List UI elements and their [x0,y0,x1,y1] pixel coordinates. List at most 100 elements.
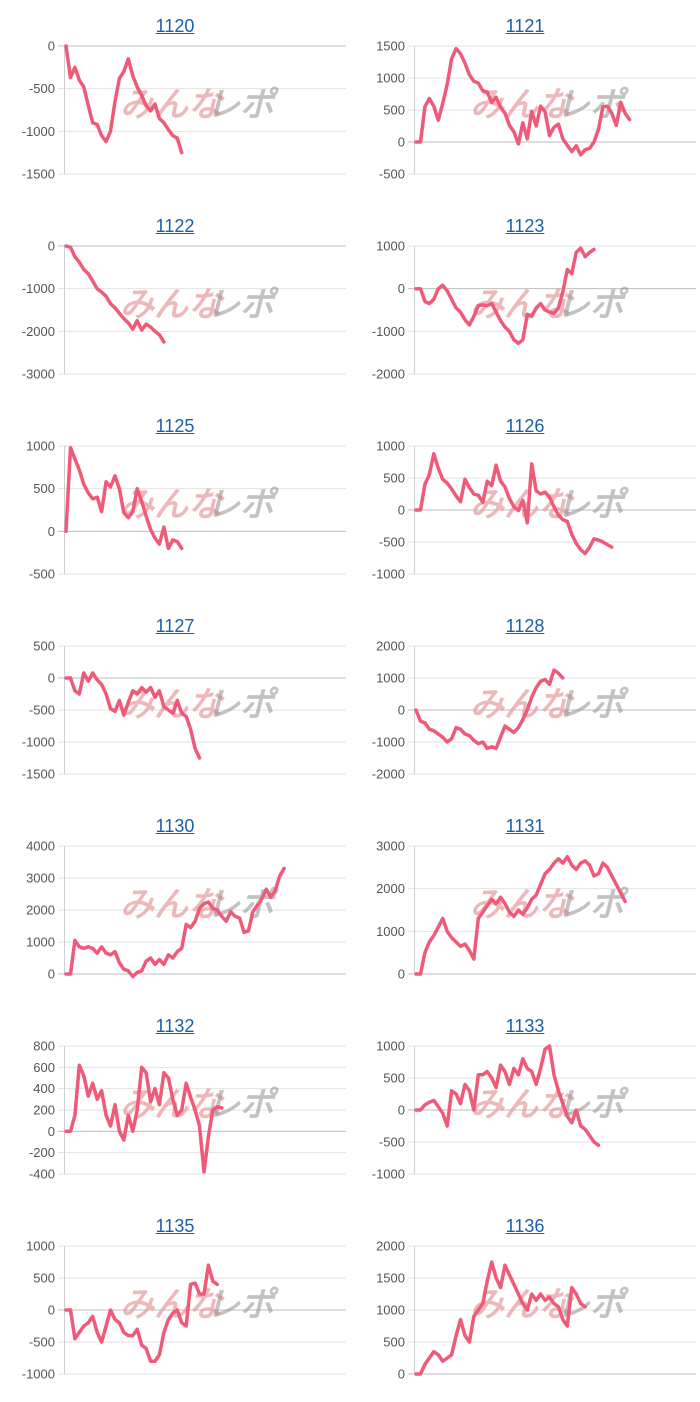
series-line [64,44,184,155]
series-line [64,445,184,551]
chart-panel: 1122 0 -1000 -2000 -3000 みんな レポ [0,202,350,402]
y-tick-label: 3000 [26,871,55,886]
chart-panel: 1120 0 -500 -1000 -1500 みんな レポ [0,2,350,202]
y-tick-label: 0 [48,1124,55,1139]
chart-panel: 1128 2000 1000 0 -1000 -2000 みんな レポ [350,602,700,802]
y-tick-label: -200 [29,1145,55,1160]
y-tick-label: 500 [383,103,405,118]
y-tick-label: 500 [33,481,55,496]
y-tick-label: 1000 [376,924,405,939]
machine-number-link[interactable]: 1136 [505,1216,545,1236]
machine-number-link[interactable]: 1133 [505,1016,545,1036]
machine-number-link[interactable]: 1125 [155,416,195,436]
series-line [414,451,614,556]
y-tick-label: 4000 [26,839,55,854]
machine-number-link[interactable]: 1130 [155,816,195,836]
y-tick-label: 0 [48,524,55,539]
y-tick-label: -2000 [372,767,405,782]
watermark-text-right: レポ [206,685,279,725]
y-tick-label: 500 [383,1335,405,1350]
machine-number-link[interactable]: 1123 [505,216,545,236]
y-tick-label: 1000 [26,439,55,454]
series-line [414,246,596,346]
y-tick-label: 800 [33,1039,55,1054]
y-tick-label: 200 [33,1103,55,1118]
y-tick-label: 1000 [26,935,55,950]
y-tick-label: 1000 [376,439,405,454]
chart-panel: 1133 1000 500 0 -500 -1000 みんな レポ [350,1002,700,1202]
y-tick-label: -3000 [22,367,55,382]
y-tick-label: -1000 [22,1367,55,1382]
watermark-text-right: レポ [556,285,629,325]
chart-panel: 1132 800 600 400 200 0 -200 -400 みんな レポ [0,1002,350,1202]
machine-number-link[interactable]: 1131 [505,816,545,836]
y-tick-label: 2000 [26,903,55,918]
machine-number-link[interactable]: 1135 [155,1216,195,1236]
y-tick-label: 0 [398,135,405,150]
watermark-text-right: レポ [206,1285,279,1325]
series-line [414,1044,601,1147]
y-tick-label: 2000 [376,881,405,896]
y-tick-label: -1000 [22,735,55,750]
y-tick-label: 0 [398,703,405,718]
y-tick-label: -500 [379,1135,405,1150]
machine-number-link[interactable]: 1126 [505,416,545,436]
y-tick-label: -1000 [372,1167,405,1182]
y-tick-label: 1000 [376,1039,405,1054]
series-line [414,854,627,976]
y-tick-label: 1000 [376,71,405,86]
y-tick-label: -500 [29,1335,55,1350]
y-tick-label: -1000 [372,567,405,582]
y-tick-label: 0 [398,967,405,982]
y-tick-label: 500 [33,1271,55,1286]
series-line [64,1063,224,1174]
y-tick-label: -1000 [372,324,405,339]
y-tick-label: -500 [29,81,55,96]
watermark-text-right: レポ [206,85,279,125]
machine-number-link[interactable]: 1127 [155,616,195,636]
chart-panel: 1135 1000 500 0 -500 -1000 みんな レポ [0,1202,350,1402]
y-tick-label: -1000 [372,735,405,750]
watermark-text-right: レポ [206,485,279,525]
y-tick-label: 500 [33,639,55,654]
y-tick-label: 0 [398,1367,405,1382]
watermark-text-left: みんな [120,885,225,925]
chart-panel: 1123 1000 0 -1000 -2000 みんな レポ [350,202,700,402]
y-tick-label: 1500 [376,39,405,54]
machine-number-link[interactable]: 1120 [155,16,195,36]
watermark-text-right: レポ [556,485,629,525]
watermark-text-right: レポ [206,285,279,325]
machine-number-link[interactable]: 1121 [505,16,545,36]
y-tick-label: -1000 [22,281,55,296]
y-tick-label: 0 [48,39,55,54]
chart-panel: 1130 4000 3000 2000 1000 0 みんな レポ [0,802,350,1002]
y-tick-label: 0 [48,967,55,982]
watermark-text-left: みんな [120,285,225,325]
y-tick-label: 0 [48,671,55,686]
y-tick-label: 1000 [376,671,405,686]
machine-number-link[interactable]: 1128 [505,616,545,636]
series-line [64,671,202,760]
chart-panel: 1121 1500 1000 500 0 -500 みんな レポ [350,2,700,202]
watermark-text-right: レポ [556,885,629,925]
series-line [414,46,632,157]
y-tick-label: -500 [379,167,405,182]
y-tick-label: -500 [379,535,405,550]
watermark-text-right: レポ [206,1085,279,1125]
machine-number-link[interactable]: 1132 [155,1016,195,1036]
y-tick-label: -1500 [22,167,55,182]
machine-number-link[interactable]: 1122 [155,216,195,236]
